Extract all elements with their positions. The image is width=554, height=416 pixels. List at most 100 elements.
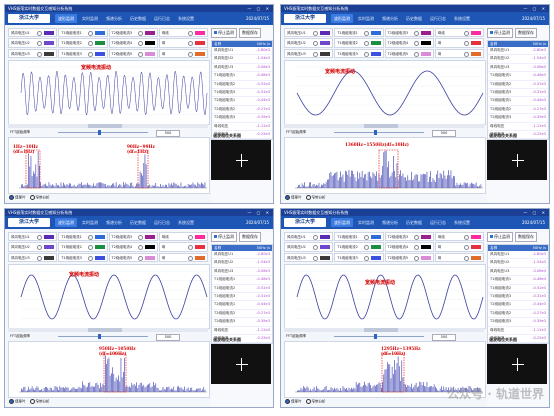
- scrollbar-thumb[interactable]: [88, 124, 122, 128]
- fft-slider-handle[interactable]: [98, 130, 101, 135]
- window-controls[interactable]: — ▢ ✕: [247, 210, 271, 215]
- channel-item[interactable]: 风向电压U3: [284, 48, 334, 58]
- save-data-button[interactable]: 数据保存: [239, 28, 261, 38]
- window-controls[interactable]: — ▢ ✕: [523, 210, 547, 215]
- channel-item[interactable]: T1绕组电流2: [58, 38, 108, 48]
- channel-radio[interactable]: [313, 41, 319, 47]
- channel-item[interactable]: 母线: [158, 28, 208, 38]
- channel-radio[interactable]: [413, 41, 419, 47]
- channel-item[interactable]: 母: [434, 242, 484, 252]
- channel-item[interactable]: T1绕组电流3: [334, 252, 384, 262]
- channel-radio[interactable]: [188, 41, 193, 47]
- tab-5[interactable]: 系统设置: [178, 220, 194, 225]
- tab-1[interactable]: 实时监测: [82, 220, 98, 225]
- channel-item[interactable]: T1绕组电流1: [58, 232, 108, 242]
- channel-item[interactable]: 风向电压U1: [284, 232, 334, 242]
- channel-radio[interactable]: [188, 51, 193, 57]
- channel-radio[interactable]: [137, 235, 143, 240]
- channel-item[interactable]: 风向电压U3: [284, 252, 334, 262]
- channel-radio[interactable]: [313, 51, 319, 57]
- channel-item[interactable]: 母: [434, 48, 484, 58]
- scrollbar-thumb[interactable]: [364, 328, 398, 332]
- channel-radio[interactable]: [363, 51, 369, 57]
- channel-item[interactable]: T2绕组电流4: [108, 38, 158, 48]
- channel-radio[interactable]: [37, 235, 43, 240]
- tab-4[interactable]: 运行日志: [154, 220, 170, 225]
- channel-item[interactable]: T2绕组电流5: [108, 48, 158, 58]
- channel-radio[interactable]: [137, 245, 143, 251]
- channel-item[interactable]: 风向电压U2: [284, 242, 334, 252]
- tab-2[interactable]: 频谱分析: [106, 16, 122, 21]
- channel-item[interactable]: T1绕组电流1: [334, 28, 384, 38]
- radio-narrowband[interactable]: [29, 399, 35, 404]
- fft-slider[interactable]: [58, 336, 148, 337]
- channel-item[interactable]: T1绕组电流1: [334, 232, 384, 242]
- tab-5[interactable]: 系统设置: [178, 16, 194, 21]
- tab-5[interactable]: 系统设置: [454, 220, 470, 225]
- tab-5[interactable]: 系统设置: [454, 16, 470, 21]
- channel-item[interactable]: 风向电压U2: [8, 242, 58, 252]
- channel-radio[interactable]: [413, 255, 419, 261]
- channel-radio[interactable]: [137, 51, 143, 57]
- channel-radio[interactable]: [87, 51, 93, 57]
- channel-item[interactable]: 风向电压U3: [8, 252, 58, 262]
- channel-item[interactable]: 母: [434, 38, 484, 48]
- channel-item[interactable]: T2绕组电流5: [108, 252, 158, 262]
- channel-radio[interactable]: [87, 255, 93, 261]
- channel-radio[interactable]: [188, 255, 193, 261]
- channel-radio[interactable]: [413, 51, 419, 57]
- fft-value-input[interactable]: 500: [432, 130, 456, 137]
- scrollbar-thumb[interactable]: [88, 328, 122, 332]
- channel-radio[interactable]: [464, 31, 469, 36]
- save-data-button[interactable]: 数据保存: [239, 232, 261, 242]
- channel-item[interactable]: 风向电压U1: [8, 232, 58, 242]
- tab-0[interactable]: 波形监测: [331, 218, 353, 227]
- channel-radio[interactable]: [464, 245, 469, 251]
- channel-item[interactable]: 母: [158, 242, 208, 252]
- channel-item[interactable]: T1绕组电流2: [334, 242, 384, 252]
- channel-radio[interactable]: [464, 235, 469, 240]
- channel-item[interactable]: 母线: [434, 232, 484, 242]
- channel-radio[interactable]: [87, 31, 93, 36]
- stop-monitor-button[interactable]: 停止监测: [487, 28, 513, 38]
- radio-narrowband[interactable]: [305, 195, 311, 200]
- channel-radio[interactable]: [413, 31, 419, 36]
- tab-0[interactable]: 波形监测: [55, 14, 77, 23]
- channel-radio[interactable]: [37, 51, 43, 57]
- waveform-scrollbar[interactable]: [284, 328, 484, 332]
- save-data-button[interactable]: 数据保存: [515, 232, 537, 242]
- channel-radio[interactable]: [188, 235, 193, 240]
- channel-item[interactable]: 风向电压U1: [284, 28, 334, 38]
- channel-radio[interactable]: [413, 245, 419, 251]
- save-data-button[interactable]: 数据保存: [515, 28, 537, 38]
- tab-4[interactable]: 运行日志: [154, 16, 170, 21]
- tab-2[interactable]: 频谱分析: [382, 16, 398, 21]
- window-controls[interactable]: — ▢ ✕: [247, 6, 271, 11]
- stop-monitor-button[interactable]: 停止监测: [487, 232, 513, 242]
- channel-radio[interactable]: [313, 31, 319, 36]
- channel-radio[interactable]: [313, 235, 319, 240]
- channel-item[interactable]: 风向电压U2: [284, 38, 334, 48]
- radio-narrowband[interactable]: [29, 195, 35, 200]
- fft-slider-handle[interactable]: [374, 334, 377, 339]
- channel-radio[interactable]: [363, 235, 369, 240]
- channel-radio[interactable]: [464, 41, 469, 47]
- channel-item[interactable]: 风向电压U1: [8, 28, 58, 38]
- channel-item[interactable]: T1绕组电流2: [58, 242, 108, 252]
- channel-radio[interactable]: [37, 31, 43, 36]
- channel-radio[interactable]: [87, 41, 93, 47]
- channel-item[interactable]: 母: [158, 38, 208, 48]
- stop-monitor-button[interactable]: 停止监测: [211, 28, 237, 38]
- tab-1[interactable]: 实时监测: [82, 16, 98, 21]
- radio-fourier[interactable]: [9, 195, 14, 200]
- waveform-scrollbar[interactable]: [8, 328, 208, 332]
- channel-item[interactable]: T1绕组电流3: [58, 252, 108, 262]
- channel-radio[interactable]: [363, 41, 369, 47]
- waveform-scrollbar[interactable]: [284, 124, 484, 128]
- channel-radio[interactable]: [137, 41, 143, 47]
- channel-radio[interactable]: [313, 255, 319, 261]
- channel-item[interactable]: T2绕组电流5: [384, 252, 434, 262]
- waveform-scrollbar[interactable]: [8, 124, 208, 128]
- tab-2[interactable]: 频谱分析: [382, 220, 398, 225]
- tab-3[interactable]: 历史数据: [130, 220, 146, 225]
